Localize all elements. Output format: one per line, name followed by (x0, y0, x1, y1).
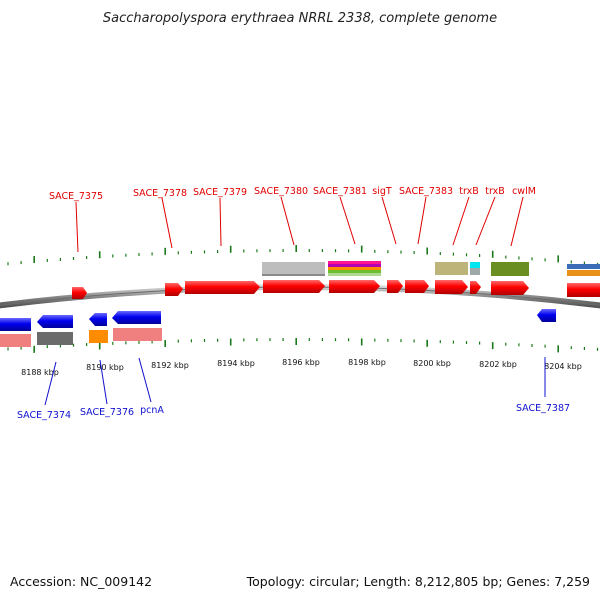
lower-feature-tracks (0, 328, 162, 347)
gene-label[interactable]: sigT (372, 186, 392, 197)
axis-tick-label: 8190 kbp (86, 363, 124, 372)
bottom-gene-labels: SACE_7374 SACE_7376 pcnA SACE_7387 (17, 403, 570, 421)
gene-arrow-forward[interactable] (165, 283, 183, 296)
feature-block-pink[interactable] (113, 328, 162, 341)
bottom-label-leaders (44, 357, 546, 406)
gene-arrow-reverse[interactable] (89, 313, 107, 326)
axis-tick-label: 8192 kbp (151, 361, 189, 370)
axis-tick-label: 8194 kbp (217, 359, 255, 368)
axis-tick-label: 8200 kbp (413, 359, 451, 368)
gene-arrow-forward[interactable] (567, 283, 600, 297)
feature-block-striped[interactable] (328, 261, 381, 276)
feature-block-olive[interactable] (491, 262, 529, 276)
gene-arrow-forward[interactable] (329, 280, 380, 293)
gene-label[interactable]: SACE_7375 (49, 191, 103, 202)
feature-block-gray-edge (262, 274, 325, 276)
axis-tick-label: 8204 kbp (544, 362, 582, 371)
feature-block-cyan[interactable] (470, 262, 480, 268)
axis-tick-labels: 8188 kbp 8190 kbp 8192 kbp 8194 kbp 8196 kbp… (21, 358, 582, 377)
gene-arrow-reverse[interactable] (37, 315, 73, 328)
gene-label[interactable]: trxB (485, 186, 505, 197)
gene-label[interactable]: SACE_7380 (254, 186, 308, 197)
accession-text: Accession: NC_009142 (10, 574, 152, 589)
gene-label[interactable]: SACE_7374 (17, 410, 71, 421)
bottom-tick-marks (7, 338, 599, 353)
gene-label[interactable]: cwlM (512, 186, 536, 197)
feature-block-orange-right[interactable] (567, 270, 600, 276)
gene-label[interactable]: SACE_7378 (133, 188, 187, 199)
gene-arrow-forward[interactable] (405, 280, 429, 293)
feature-block-gray-small[interactable] (470, 268, 480, 275)
gene-label[interactable]: pcnA (140, 405, 164, 416)
gene-arrow-forward[interactable] (72, 287, 87, 299)
feature-block-blue-steel[interactable] (567, 264, 600, 269)
axis-tick-label: 8202 kbp (479, 360, 517, 369)
axis-tick-label: 8188 kbp (21, 368, 59, 377)
feature-block-orange[interactable] (89, 330, 108, 343)
axis-tick-label: 8198 kbp (348, 358, 386, 367)
gene-arrow-forward[interactable] (387, 280, 403, 293)
top-label-leaders (75, 196, 524, 253)
gene-label[interactable]: SACE_7376 (80, 407, 134, 418)
forward-genes (72, 280, 600, 299)
gene-label[interactable]: SACE_7383 (399, 186, 453, 197)
gene-label[interactable]: SACE_7379 (193, 187, 247, 198)
gene-arrow-forward[interactable] (263, 280, 325, 293)
top-tick-marks (7, 245, 599, 266)
topology-text: Topology: circular; Length: 8,212,805 bp… (246, 574, 590, 589)
feature-block-gray[interactable] (262, 262, 325, 276)
reverse-genes (0, 309, 556, 331)
gene-arrow-reverse[interactable] (0, 318, 31, 331)
page-title: Saccharopolyspora erythraea NRRL 2338, c… (103, 11, 497, 26)
gene-arrow-reverse[interactable] (537, 309, 556, 322)
gene-arrow-forward[interactable] (491, 281, 529, 295)
feature-block-pink[interactable] (0, 334, 31, 347)
axis-tick-label: 8196 kbp (282, 358, 320, 367)
top-gene-labels: SACE_7375 SACE_7378 SACE_7379 SACE_7380 … (49, 186, 536, 202)
gene-arrow-reverse[interactable] (112, 311, 161, 324)
gene-arrow-forward[interactable] (470, 281, 481, 294)
gene-label[interactable]: SACE_7387 (516, 403, 570, 414)
feature-block-khaki[interactable] (435, 262, 468, 275)
gene-arrow-forward[interactable] (185, 281, 260, 294)
gene-arrow-forward[interactable] (435, 280, 468, 294)
gene-label[interactable]: SACE_7381 (313, 186, 367, 197)
upper-feature-tracks (262, 261, 600, 276)
gene-label[interactable]: trxB (459, 186, 479, 197)
feature-block-darkgray[interactable] (37, 332, 73, 345)
